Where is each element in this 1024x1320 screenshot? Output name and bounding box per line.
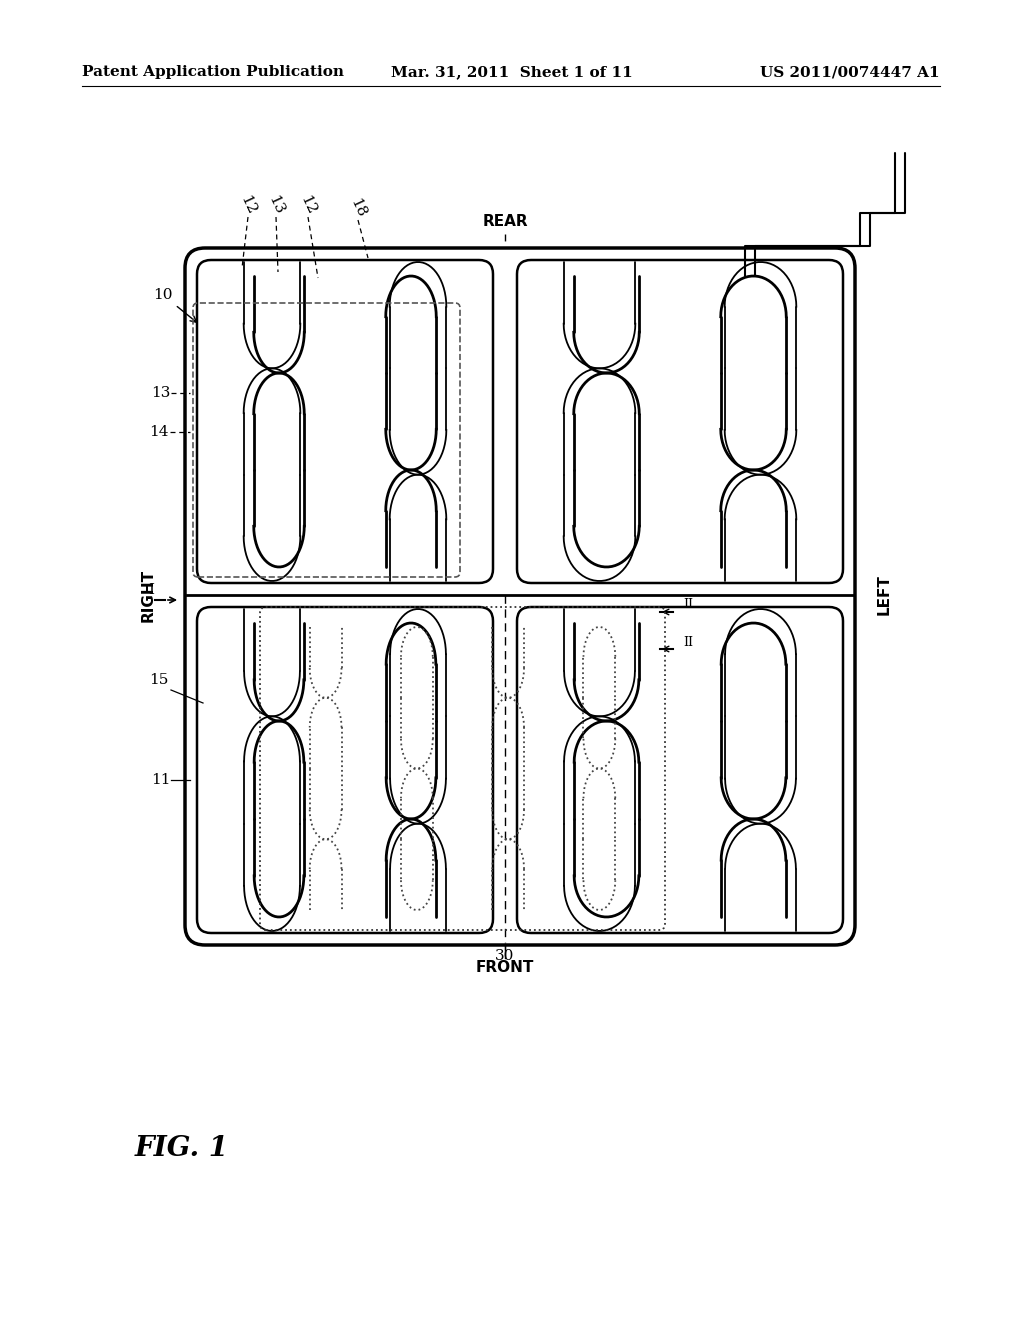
Text: 12: 12 <box>298 193 318 216</box>
Text: 14: 14 <box>150 425 169 440</box>
Text: RIGHT: RIGHT <box>140 569 156 622</box>
Text: LEFT: LEFT <box>877 574 892 615</box>
Text: 13: 13 <box>152 385 171 400</box>
Text: 12: 12 <box>238 193 258 216</box>
Text: REAR: REAR <box>482 214 527 230</box>
Text: Mar. 31, 2011  Sheet 1 of 11: Mar. 31, 2011 Sheet 1 of 11 <box>391 65 633 79</box>
Text: US 2011/0074447 A1: US 2011/0074447 A1 <box>761 65 940 79</box>
Text: 13: 13 <box>265 193 287 216</box>
Text: 18: 18 <box>347 197 369 219</box>
Text: FIG. 1: FIG. 1 <box>135 1134 229 1162</box>
Text: 15: 15 <box>150 673 169 686</box>
Text: 10: 10 <box>154 288 197 322</box>
Text: I: I <box>148 583 154 597</box>
Text: II: II <box>683 635 693 648</box>
Text: 11: 11 <box>152 774 171 787</box>
Text: 30: 30 <box>496 949 515 964</box>
Text: FRONT: FRONT <box>476 961 535 975</box>
Text: Patent Application Publication: Patent Application Publication <box>82 65 344 79</box>
Text: II: II <box>683 598 693 611</box>
